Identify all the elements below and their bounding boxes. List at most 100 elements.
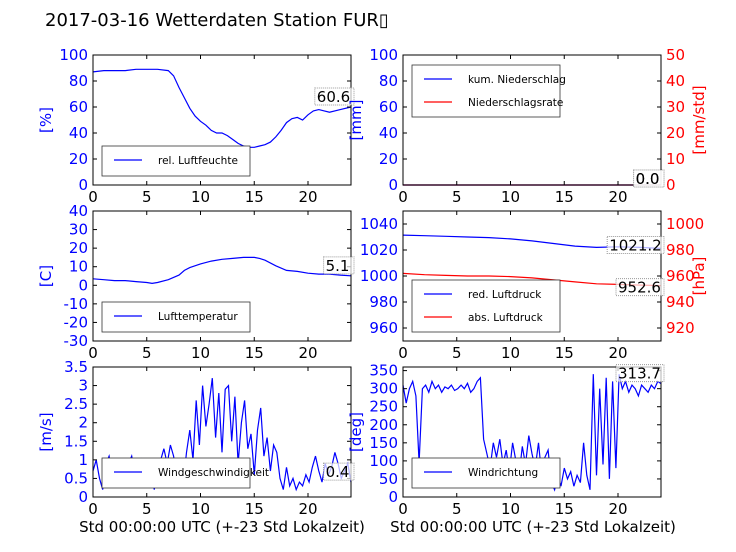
precipitation-x-tick-label: 20 [608, 188, 627, 206]
temperature-y-tick-label: 30 [69, 221, 88, 239]
windspeed-frame [92, 366, 352, 498]
temperature-annotation-box [323, 256, 355, 275]
precipitation-y-right-tick-label: 20 [666, 124, 685, 142]
humidity-x-tick-label: 20 [298, 188, 317, 206]
pressure-x-tick-label: 20 [608, 344, 627, 362]
temperature-legend-label: Lufttemperatur [158, 311, 238, 323]
windspeed-y-tick-label: 2.5 [64, 395, 88, 413]
precipitation-panel [402, 54, 665, 188]
temperature-annotation: 5.1 [326, 257, 350, 275]
windspeed-y-tick-label: 2 [78, 414, 88, 432]
humidity-panel [92, 54, 355, 186]
pressure-y-tick-label: 1040 [360, 215, 398, 233]
temperature-y-tick-label: 0 [78, 276, 88, 294]
precipitation-y-right-axis-label: [mm/std] [690, 85, 708, 154]
windspeed-y-tick-label: 1.5 [64, 432, 88, 450]
precipitation-y-axis-label: [mm] [347, 100, 365, 141]
precipitation-y-right-tick-label: 0 [666, 176, 676, 194]
winddirection-x-tick-label: 0 [398, 500, 408, 518]
precipitation-x-tick-label: 0 [398, 188, 408, 206]
windspeed-annotation-box [323, 462, 355, 481]
temperature-x-tick-label: 0 [88, 344, 98, 362]
winddirection-x-tick-label: 5 [452, 500, 462, 518]
precipitation-legend-label: kum. Niederschlag [468, 74, 566, 86]
humidity-y-tick-label: 80 [69, 72, 88, 90]
precipitation-legend-box [411, 64, 561, 118]
pressure-y-right-tick-label: 1000 [666, 215, 704, 233]
temperature-panel [92, 210, 355, 342]
windspeed-y-tick-label: 0 [78, 488, 88, 506]
pressure-x-tick-label: 15 [555, 344, 574, 362]
pressure-y-tick-label: 980 [369, 293, 398, 311]
temperature-y-tick-label: -30 [64, 332, 89, 350]
temperature-x-tick-label: 5 [142, 344, 152, 362]
precipitation-x-tick-label: 10 [501, 188, 520, 206]
temperature-x-tick-label: 10 [191, 344, 210, 362]
humidity-annotation-box [314, 87, 355, 106]
winddirection-x-tick-label: 10 [501, 500, 520, 518]
precipitation-y-tick-label: 100 [369, 46, 398, 64]
pressure-y-right-tick-label: 960 [666, 267, 695, 285]
winddirection-y-tick-label: 50 [379, 470, 398, 488]
pressure-x-tick-label: 0 [398, 344, 408, 362]
winddirection-y-tick-label: 350 [369, 362, 398, 380]
windspeed-x-tick-label: 5 [142, 500, 152, 518]
humidity-frame [92, 54, 352, 186]
windspeed-y-tick-label: 0.5 [64, 469, 88, 487]
winddirection-legend-label: Windrichtung [468, 467, 538, 479]
winddirection-annotation: 313.7 [618, 365, 661, 383]
winddirection-panel [402, 364, 665, 498]
precipitation-x-tick-label: 5 [452, 188, 462, 206]
precipitation-y-tick-label: 60 [379, 98, 398, 116]
winddirection-x-tick-label: 15 [555, 500, 574, 518]
temperature-frame [92, 210, 352, 342]
temperature-y-tick-label: 40 [69, 202, 88, 220]
temperature-legend-box [101, 301, 251, 333]
humidity-y-tick-label: 60 [69, 98, 88, 116]
winddirection-y-tick-label: 100 [369, 452, 398, 470]
windspeed-annotation: 0.4 [326, 463, 350, 481]
winddirection-annotation-box [615, 364, 665, 383]
humidity-y-tick-label: 0 [78, 176, 88, 194]
pressure-legend-label: red. Luftdruck [468, 289, 542, 301]
windspeed-x-tick-label: 15 [245, 500, 264, 518]
pressure-x-tick-label: 10 [501, 344, 520, 362]
humidity-x-tick-label: 15 [245, 188, 264, 206]
winddirection-y-tick-label: 0 [388, 488, 398, 506]
x-axis-label-right: Std 00:00:00 UTC (+-23 Std Lokalzeit) [390, 518, 676, 536]
pressure-y-right-tick-label: 920 [666, 319, 695, 337]
windspeed-x-tick-label: 10 [191, 500, 210, 518]
precipitation-y-right-tick-label: 40 [666, 72, 685, 90]
temperature-y-tick-label: -10 [64, 295, 89, 313]
humidity-y-tick-label: 40 [69, 124, 88, 142]
temperature-x-tick-label: 15 [245, 344, 264, 362]
pressure-y-right-tick-label: 940 [666, 293, 695, 311]
pressure-y-right-tick-label: 980 [666, 241, 695, 259]
pressure-y-right-axis-label: [hPa] [690, 257, 708, 296]
windspeed-y-tick-label: 3.5 [64, 358, 88, 376]
temperature-y-axis-label: [C] [37, 265, 55, 287]
winddirection-frame [402, 366, 662, 498]
humidity-x-tick-label: 5 [142, 188, 152, 206]
pressure-panel [402, 210, 665, 342]
humidity-legend-box [101, 145, 251, 177]
precipitation-y-right-tick-label: 30 [666, 98, 685, 116]
humidity-y-tick-label: 20 [69, 150, 88, 168]
winddirection-x-tick-label: 20 [608, 500, 627, 518]
humidity-annotation: 60.6 [317, 88, 350, 106]
humidity-x-tick-label: 10 [191, 188, 210, 206]
humidity-legend-label: rel. Luftfeuchte [158, 155, 238, 167]
precipitation-x-tick-label: 15 [555, 188, 574, 206]
windspeed-y-tick-label: 1 [78, 451, 88, 469]
figure-title: 2017-03-16 Wetterdaten Station FUR▯ [45, 10, 389, 31]
pressure-y-tick-label: 1000 [360, 267, 398, 285]
pressure-annotation-left-box [606, 235, 665, 254]
precipitation-legend-label: Niederschlagsrate [468, 97, 563, 109]
windspeed-y-tick-label: 3 [78, 377, 88, 395]
pressure-annotation-right: 952.6 [618, 279, 661, 297]
precipitation-y-right-tick-label: 10 [666, 150, 685, 168]
pressure-y-tick-label: 960 [369, 319, 398, 337]
winddirection-series-1-line [402, 374, 662, 492]
windspeed-x-tick-label: 20 [298, 500, 317, 518]
